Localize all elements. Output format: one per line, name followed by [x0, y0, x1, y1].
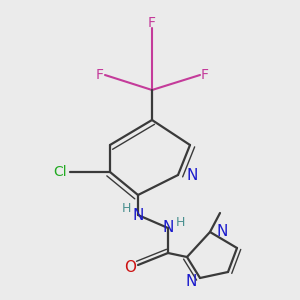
Text: N: N — [162, 220, 174, 236]
Text: F: F — [201, 68, 209, 82]
Text: Cl: Cl — [53, 165, 67, 179]
Text: N: N — [132, 208, 144, 223]
Text: H: H — [175, 215, 185, 229]
Text: N: N — [186, 274, 197, 289]
Text: F: F — [96, 68, 104, 82]
Text: F: F — [148, 16, 156, 30]
Text: O: O — [124, 260, 136, 274]
Text: N: N — [216, 224, 227, 239]
Text: N: N — [186, 167, 197, 182]
Text: H: H — [121, 202, 131, 215]
